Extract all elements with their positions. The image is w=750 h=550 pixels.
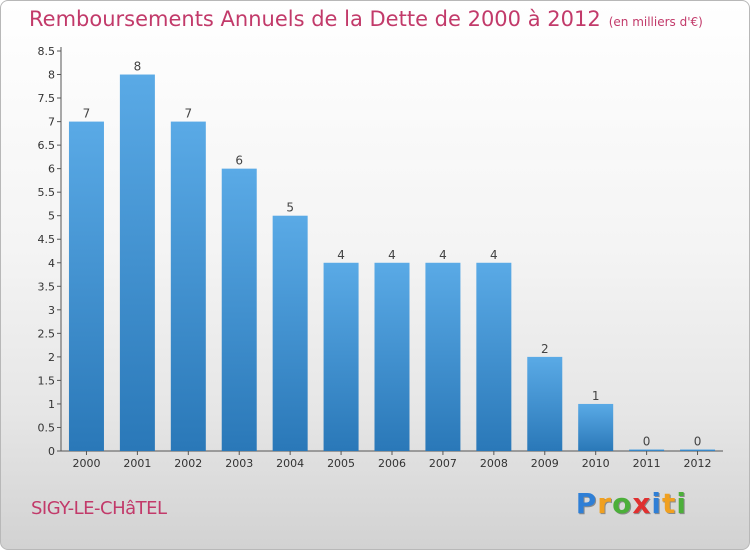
y-tick-label: 0.5 <box>38 421 56 434</box>
data-label: 8 <box>134 60 142 74</box>
x-tick-label: 2011 <box>633 457 661 470</box>
y-tick-label: 8 <box>48 69 55 82</box>
bar <box>323 262 359 451</box>
bar <box>578 403 614 451</box>
bar <box>425 262 461 451</box>
y-tick-label: 7 <box>48 116 55 129</box>
logo-letter: i <box>676 487 687 520</box>
x-tick-label: 2010 <box>582 457 610 470</box>
data-label: 4 <box>337 248 345 262</box>
logo-letter: o <box>612 487 633 520</box>
x-tick-label: 2009 <box>531 457 559 470</box>
y-tick-label: 2 <box>48 351 55 364</box>
bar <box>374 262 410 451</box>
x-tick-label: 2002 <box>174 457 202 470</box>
proxiti-logo: Proxiti <box>576 487 687 520</box>
bar <box>119 74 155 451</box>
place-name: SIGY-LE-CHâTEL <box>31 498 167 519</box>
bar <box>629 449 665 451</box>
logo-letter: i <box>651 487 662 520</box>
unit-label: (en milliers d'€) <box>608 15 703 29</box>
data-label: 0 <box>694 435 702 449</box>
data-label: 0 <box>643 435 651 449</box>
bar <box>272 215 308 451</box>
logo-letter: r <box>597 487 613 520</box>
bar <box>680 449 716 451</box>
bar <box>170 121 206 452</box>
data-label: 6 <box>235 154 243 168</box>
x-tick-label: 2007 <box>429 457 457 470</box>
data-label: 2 <box>541 342 549 356</box>
x-tick-label: 2005 <box>327 457 355 470</box>
x-tick-label: 2003 <box>225 457 253 470</box>
y-tick-label: 3 <box>48 304 55 317</box>
y-tick-label: 6.5 <box>38 139 56 152</box>
y-tick-label: 5.5 <box>38 186 56 199</box>
y-tick-label: 4 <box>48 257 55 270</box>
y-tick-label: 3.5 <box>38 280 56 293</box>
y-tick-label: 1 <box>48 398 55 411</box>
y-tick-label: 8.5 <box>38 45 56 58</box>
data-label: 4 <box>388 248 396 262</box>
y-tick-label: 2.5 <box>38 327 56 340</box>
title-text: Remboursements Annuels de la Dette de 20… <box>29 7 601 31</box>
y-tick-label: 0 <box>48 445 55 458</box>
bar <box>221 168 257 451</box>
y-tick-label: 6 <box>48 163 55 176</box>
logo-letter: t <box>662 487 677 520</box>
data-label: 7 <box>83 107 91 121</box>
y-tick-label: 1.5 <box>38 374 56 387</box>
logo-letter: P <box>575 487 598 520</box>
data-label: 1 <box>592 389 600 403</box>
bar <box>476 262 512 451</box>
data-label: 5 <box>286 201 294 215</box>
data-label: 7 <box>184 107 192 121</box>
x-tick-label: 2004 <box>276 457 304 470</box>
x-tick-label: 2001 <box>123 457 151 470</box>
bar <box>527 356 563 451</box>
y-tick-label: 4.5 <box>38 233 56 246</box>
bar <box>68 121 104 452</box>
x-tick-label: 2012 <box>684 457 712 470</box>
y-tick-label: 5 <box>48 210 55 223</box>
chart-title: Remboursements Annuels de la Dette de 20… <box>29 7 703 31</box>
logo-letter: x <box>632 487 652 520</box>
y-tick-label: 7.5 <box>38 92 56 105</box>
x-tick-label: 2008 <box>480 457 508 470</box>
data-label: 4 <box>439 248 447 262</box>
x-tick-label: 2000 <box>72 457 100 470</box>
x-tick-label: 2006 <box>378 457 406 470</box>
data-label: 4 <box>490 248 498 262</box>
